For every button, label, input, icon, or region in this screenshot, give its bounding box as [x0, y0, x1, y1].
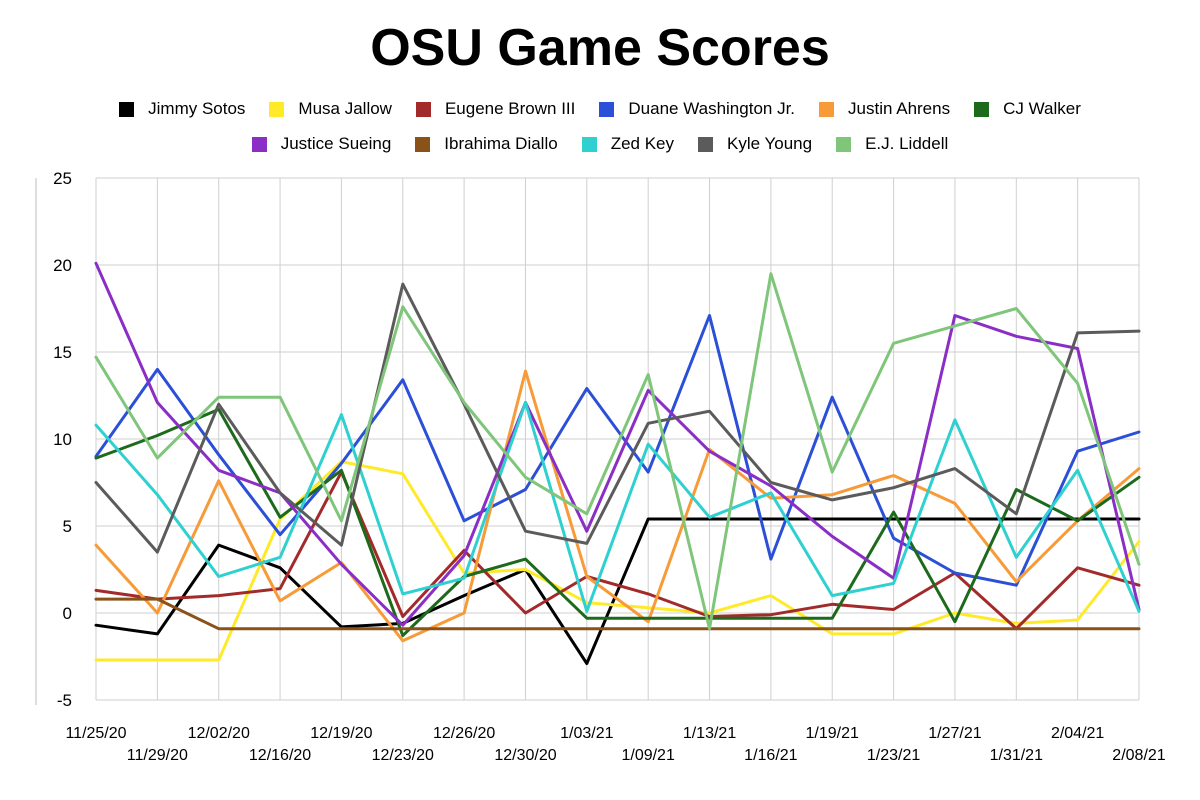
x-tick-label: 1/23/21 [867, 747, 920, 764]
legend-item: Eugene Brown III [415, 96, 576, 122]
legend-row: Justice Sueing Ibrahima Diallo Zed Key Kyle… [0, 131, 1200, 157]
y-tick-label: 10 [53, 430, 72, 449]
legend-label: Eugene Brown III [444, 99, 576, 118]
legend-swatch [581, 136, 597, 152]
legend-label: Zed Key [610, 134, 674, 153]
x-tick-label: 1/13/21 [683, 725, 736, 742]
x-tick-label: 1/31/21 [990, 747, 1043, 764]
x-tick-label: 11/25/20 [65, 725, 126, 742]
legend-label: Musa Jallow [298, 99, 392, 118]
legend-row: Jimmy Sotos Musa Jallow Eugene Brown III Du… [0, 96, 1200, 122]
y-tick-label: 15 [53, 343, 72, 362]
legend-label: Duane Washington Jr. [628, 99, 796, 118]
y-tick-label: 25 [53, 169, 72, 188]
legend-item: Justice Sueing [251, 131, 392, 157]
legend-swatch [415, 101, 431, 117]
legend-label: Kyle Young [727, 134, 813, 153]
series-line-e-j-liddell [94, 272, 1141, 631]
x-tick-label: 12/19/20 [310, 725, 372, 742]
legend-label: Justin Ahrens [848, 99, 951, 118]
x-tick-label: 1/27/21 [928, 725, 981, 742]
legend-swatch [974, 101, 990, 117]
x-tick-label: 1/03/21 [560, 725, 613, 742]
series-line-zed-key [94, 401, 1141, 613]
y-tick-label: 5 [63, 517, 72, 536]
y-tick-label: 20 [53, 256, 72, 275]
series-line-jimmy-sotos [94, 517, 1141, 665]
series-line-musa-jallow [94, 460, 1141, 662]
legend-item: Justin Ahrens [819, 96, 950, 122]
legend-swatch [836, 136, 852, 152]
x-tick-label: 1/19/21 [806, 725, 859, 742]
x-tick-label: 12/23/20 [372, 747, 434, 764]
legend-swatch [415, 136, 431, 152]
series-line-ibrahima-diallo [94, 597, 1141, 631]
legend-label: Ibrahima Diallo [444, 134, 558, 153]
legend-swatch [698, 136, 713, 152]
legend-item: Ibrahima Diallo [415, 131, 558, 157]
x-tick-label: 12/16/20 [249, 747, 311, 764]
chart-title: OSU Game Scores [370, 19, 830, 77]
legend-item: Musa Jallow [269, 96, 392, 122]
legend-item: Zed Key [581, 131, 674, 157]
series-line-eugene-brown-iii [94, 470, 1141, 631]
legend-swatch [269, 101, 285, 117]
legend-swatch [251, 136, 267, 152]
legend-item: Kyle Young [698, 131, 812, 157]
y-tick-label: 0 [63, 604, 72, 623]
legend-swatch [599, 101, 615, 117]
legend-swatch [819, 101, 835, 117]
series-line-duane-washington-jr [94, 314, 1141, 587]
legend-label: Jimmy Sotos [148, 99, 246, 118]
series-line-kyle-young [94, 282, 1141, 554]
legend-item: E.J. Liddell [836, 131, 948, 157]
legend-item: Duane Washington Jr. [599, 96, 795, 122]
legend-item: Jimmy Sotos [119, 96, 245, 122]
series-line-cj-walker [94, 407, 1141, 638]
legend-label: E.J. Liddell [865, 134, 949, 153]
x-tick-label: 12/30/20 [494, 747, 556, 764]
legend-label: CJ Walker [1003, 99, 1081, 118]
x-tick-label: 1/16/21 [744, 747, 797, 764]
x-tick-label: 2/04/21 [1051, 725, 1104, 742]
series-line-justice-sueing [94, 261, 1141, 627]
x-tick-label: 12/26/20 [433, 725, 495, 742]
x-tick-label: 11/29/20 [127, 747, 188, 764]
series-line-justin-ahrens [94, 369, 1141, 643]
legend-swatch [119, 101, 135, 117]
legend-item: CJ Walker [974, 96, 1081, 122]
x-tick-label: 12/02/20 [188, 725, 250, 742]
x-tick-label: 1/09/21 [621, 747, 674, 764]
legend-label: Justice Sueing [280, 134, 392, 153]
chart-legend: Jimmy Sotos Musa Jallow Eugene Brown III Du… [0, 96, 1200, 166]
x-tick-label: 2/08/21 [1112, 747, 1165, 764]
y-tick-label: -5 [57, 691, 72, 710]
